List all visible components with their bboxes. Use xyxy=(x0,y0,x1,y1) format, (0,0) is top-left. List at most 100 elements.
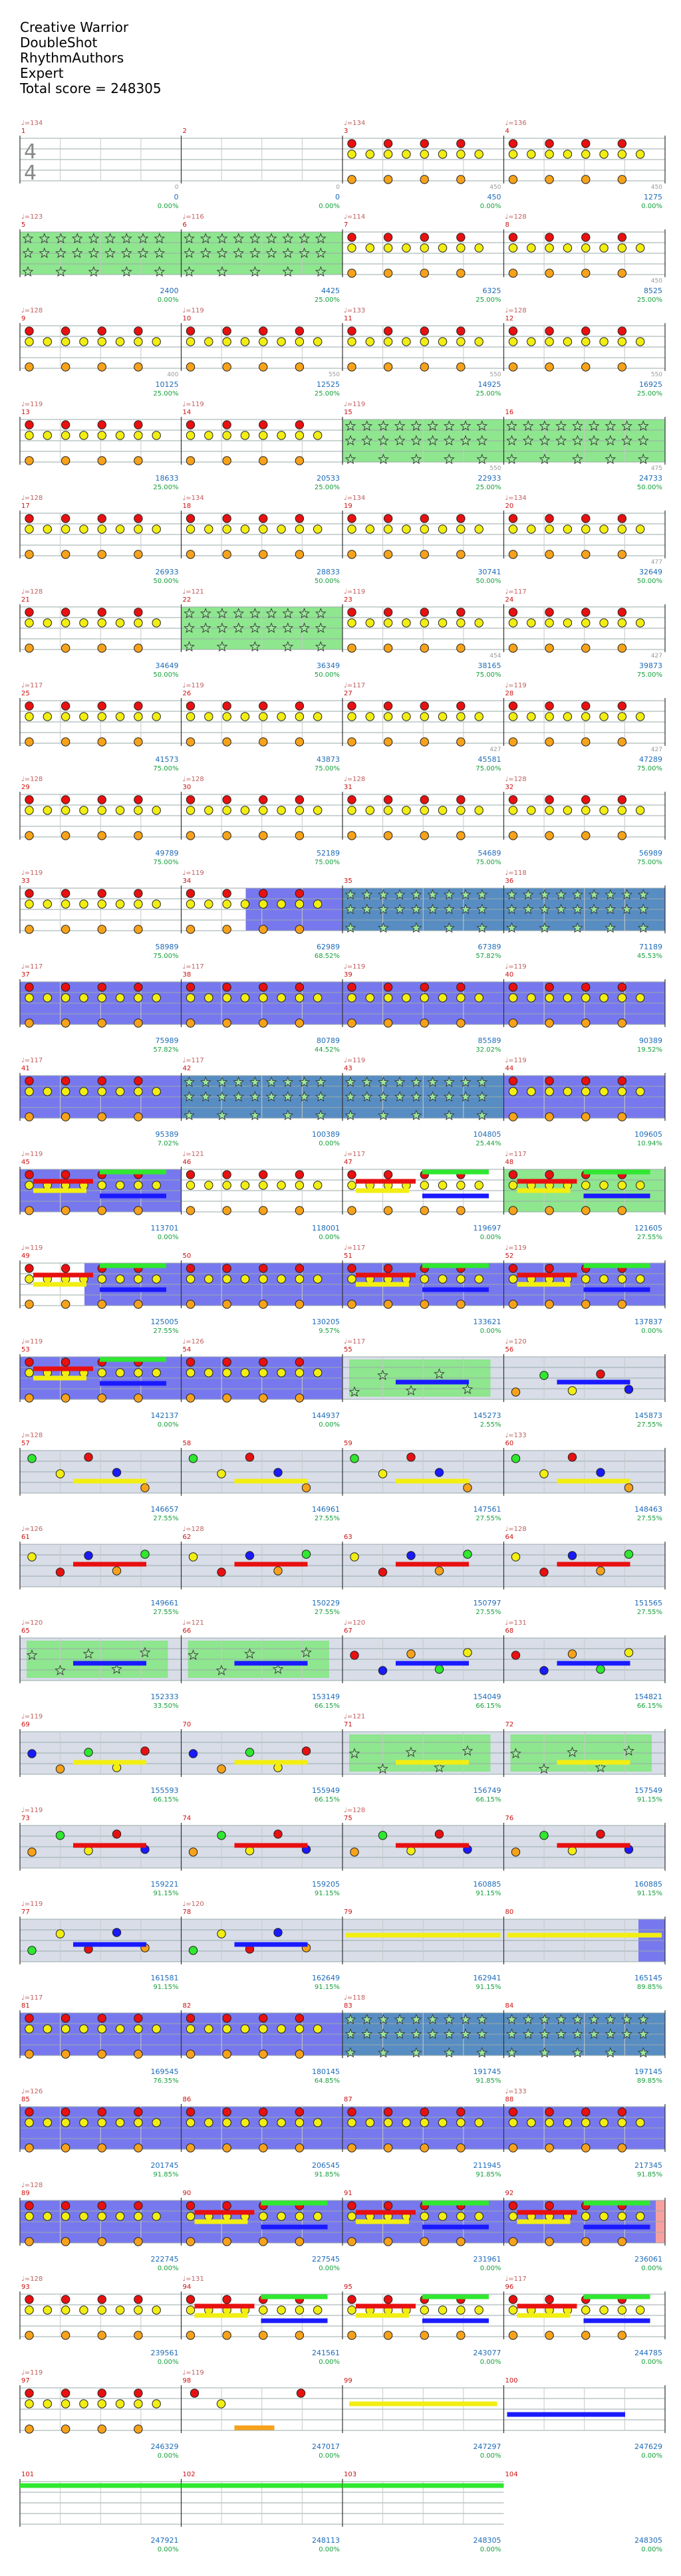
guitar-note xyxy=(27,1847,37,1857)
red-drum-note xyxy=(134,2389,143,2398)
star-note xyxy=(282,1110,294,1121)
star-note xyxy=(605,2047,616,2058)
measure-score: 16925 xyxy=(639,380,662,389)
overdrive-percent: 0.00% xyxy=(480,2359,501,2366)
red-drum-note xyxy=(545,2201,554,2210)
star-note xyxy=(184,641,195,652)
tempo-marker: ♩=119 xyxy=(183,2369,204,2377)
red-drum-note xyxy=(186,1264,196,1273)
red-drum-note xyxy=(581,608,591,617)
yellow-drum-note xyxy=(402,337,411,346)
yellow-drum-note xyxy=(313,2118,323,2127)
yellow-drum-note xyxy=(563,243,573,253)
yellow-drum-note xyxy=(97,618,106,628)
yellow-drum-note xyxy=(313,1274,323,1284)
star-note xyxy=(555,435,567,446)
yellow-drum-note xyxy=(383,993,393,1002)
tempo-marker: ♩=119 xyxy=(344,1057,365,1064)
star-note xyxy=(506,420,517,431)
measure-number: 40 xyxy=(505,971,514,979)
yellow-drum-note xyxy=(508,150,518,159)
yellow-drum-note xyxy=(545,243,554,253)
measure-number: 76 xyxy=(505,1815,514,1822)
yellow-drum-note xyxy=(527,618,536,628)
yellow-drum-note xyxy=(295,337,305,346)
yellow-sustain xyxy=(507,1932,662,1938)
yellow-sustain xyxy=(194,2219,248,2224)
tempo-marker: ♩=119 xyxy=(505,682,527,689)
yellow-drum-note xyxy=(115,1087,125,1096)
tempo-marker: ♩=117 xyxy=(21,963,43,971)
guitar-note xyxy=(84,1551,93,1560)
measure-number: 98 xyxy=(183,2377,192,2385)
tempo-marker: ♩=119 xyxy=(21,1244,43,1252)
yellow-drum-note xyxy=(25,806,34,815)
kick-note xyxy=(222,831,231,840)
star-note xyxy=(22,266,34,277)
red-drum-note xyxy=(581,139,591,148)
red-drum-note xyxy=(25,889,34,898)
red-drum-note xyxy=(508,139,518,148)
guitar-sustain xyxy=(73,1661,146,1666)
star-note xyxy=(200,1076,211,1088)
guitar-note xyxy=(188,1847,198,1857)
star-note xyxy=(88,247,100,259)
measure-score: 41573 xyxy=(156,755,179,764)
kick-note xyxy=(508,1206,518,1215)
star-note xyxy=(506,903,517,915)
kick-note xyxy=(545,2237,554,2246)
red-drum-note xyxy=(508,2107,518,2117)
kick-note xyxy=(508,644,518,653)
yellow-drum-note xyxy=(527,243,536,253)
kick-note xyxy=(61,644,70,653)
red-drum-note xyxy=(295,795,305,804)
star-note xyxy=(555,889,567,900)
star-note xyxy=(282,233,294,244)
measure-number: 26 xyxy=(183,690,192,697)
yellow-drum-note xyxy=(581,2118,591,2127)
guitar-note xyxy=(55,1764,65,1774)
yellow-drum-note xyxy=(313,806,323,815)
kick-note xyxy=(186,925,196,934)
overdrive-percent: 0.00% xyxy=(319,2265,340,2272)
guitar-note xyxy=(539,1666,549,1675)
yellow-drum-note xyxy=(277,525,286,534)
guitar-note xyxy=(596,1468,605,1477)
overdrive-percent: 25.00% xyxy=(637,390,662,398)
yellow-drum-note xyxy=(115,618,125,628)
measure-score: 80789 xyxy=(317,1036,340,1045)
measure-score: 231961 xyxy=(474,2255,501,2264)
star-note xyxy=(315,1091,327,1102)
yellow-drum-note xyxy=(61,2305,70,2315)
measure-score: 145273 xyxy=(474,1411,501,1420)
red-drum-note xyxy=(617,233,627,242)
overdrive-percent: 76.35% xyxy=(153,2077,178,2085)
guitar-sustain xyxy=(396,1843,469,1848)
star-note xyxy=(184,266,195,277)
guitar-sustain xyxy=(234,1562,308,1567)
overdrive-percent: 0.00% xyxy=(480,1234,501,1241)
tempo-marker: ♩=119 xyxy=(505,1057,527,1064)
red-drum-note xyxy=(97,983,106,992)
overdrive-percent: 66.15% xyxy=(476,1796,501,1804)
guitar-note xyxy=(55,1568,65,1577)
yellow-drum-note xyxy=(617,2305,627,2315)
red-drum-note xyxy=(97,2389,106,2398)
yellow-drum-note xyxy=(527,337,536,346)
measure-number: 95 xyxy=(344,2283,352,2291)
yellow-drum-note xyxy=(186,2118,196,2127)
kick-note xyxy=(134,831,143,840)
red-drum-note xyxy=(508,1264,518,1273)
yellow-drum-note xyxy=(599,993,609,1002)
measure-score: 144937 xyxy=(312,1411,340,1420)
measure-score: 206545 xyxy=(312,2161,340,2170)
kick-note xyxy=(134,737,143,747)
yellow-drum-note xyxy=(115,993,125,1002)
yellow-drum-note xyxy=(134,1087,143,1096)
yellow-drum-note xyxy=(115,2024,125,2034)
blue-sustain xyxy=(100,1381,166,1386)
